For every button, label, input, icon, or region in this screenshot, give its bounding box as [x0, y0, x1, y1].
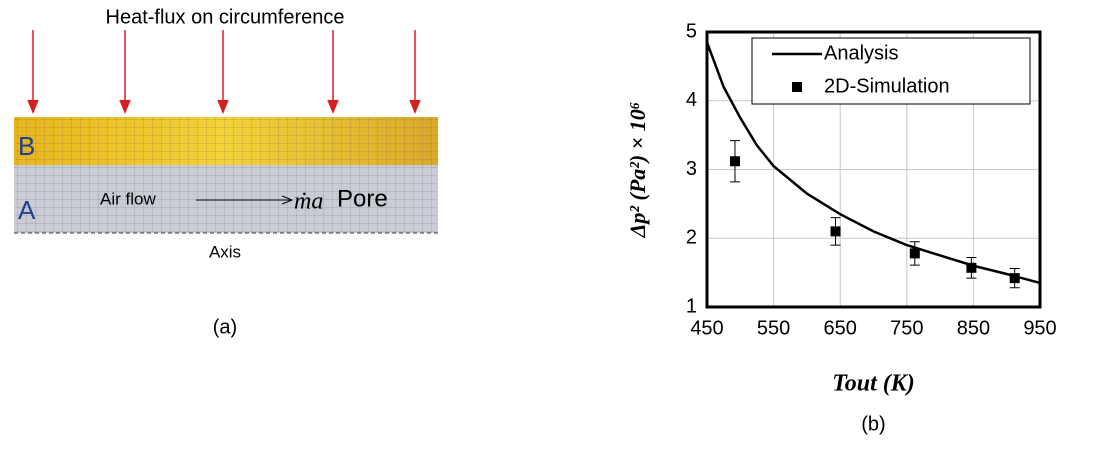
x-axis-title: Tout (K) [832, 371, 914, 397]
x-tick-label: 450 [690, 317, 723, 339]
mesh [14, 117, 438, 233]
legend-marker [792, 82, 802, 92]
axis-label: Axis [209, 242, 241, 261]
y-tick-label: 2 [686, 227, 697, 249]
caption: (b) [861, 413, 885, 435]
y-tick-label: 3 [686, 158, 697, 180]
pore-label: Pore [337, 185, 388, 212]
flow-symbol: ṁa [294, 189, 323, 215]
data-point [966, 263, 976, 273]
legend-label: Analysis [824, 42, 898, 64]
caption: (a) [213, 316, 237, 338]
y-tick-label: 5 [686, 20, 697, 42]
diagram-title: Heat-flux on circumference [106, 6, 345, 28]
data-point [1010, 273, 1020, 283]
y-tick-label: 1 [686, 295, 697, 317]
x-tick-label: 750 [890, 317, 923, 339]
zone-b-label: B [18, 131, 35, 161]
data-point [831, 226, 841, 236]
flow-label: Air flow [100, 189, 156, 208]
x-tick-label: 950 [1023, 317, 1056, 339]
legend-label: 2D-Simulation [824, 75, 950, 97]
x-tick-label: 550 [757, 317, 790, 339]
diagram: Heat-flux on circumference B A Air flow … [14, 6, 438, 338]
data-point [730, 156, 740, 166]
y-tick-label: 4 [686, 89, 697, 111]
y-axis-title: Δp² (Pa²) × 10⁶ [625, 102, 650, 239]
heat-arrows [28, 30, 420, 112]
chart: 450 550 650 750 850 950 1 2 3 4 5 Analysis 2D-Simula… [625, 20, 1057, 435]
figure: Heat-flux on circumference B A Air flow … [0, 0, 1094, 450]
x-tick-label: 650 [824, 317, 857, 339]
zone-a-label: A [18, 195, 36, 225]
x-tick-label: 850 [957, 317, 990, 339]
data-point [910, 248, 920, 258]
